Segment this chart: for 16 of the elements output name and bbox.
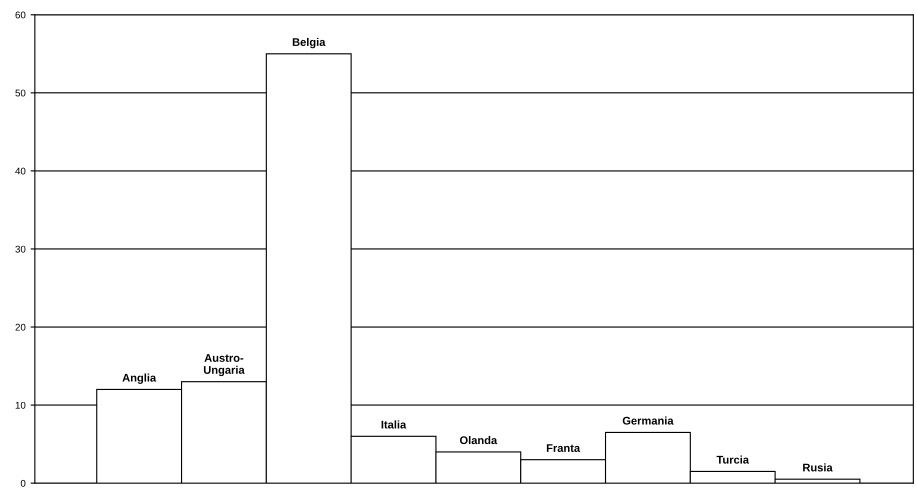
y-tick-label: 20 [15, 324, 26, 331]
data-label: Turcia [716, 456, 750, 464]
data-label: Anglia [122, 374, 156, 384]
data-label: Germania [622, 416, 674, 425]
data-label: Franta [546, 444, 580, 452]
data-label: Rusia [803, 463, 833, 472]
data-label: Belgia [292, 38, 326, 48]
y-tick-label: 50 [15, 90, 26, 96]
y-tick-label: 60 [16, 12, 26, 18]
data-label: Austro- Ungaria [204, 354, 245, 376]
data-label: Italia [382, 420, 406, 429]
data-label: Olanda [460, 436, 498, 444]
y-tick-label: 40 [15, 168, 26, 175]
y-tick-label: 10 [16, 402, 26, 409]
y-tick-label: 0 [20, 480, 26, 487]
y-tick-label: 30 [15, 246, 26, 253]
